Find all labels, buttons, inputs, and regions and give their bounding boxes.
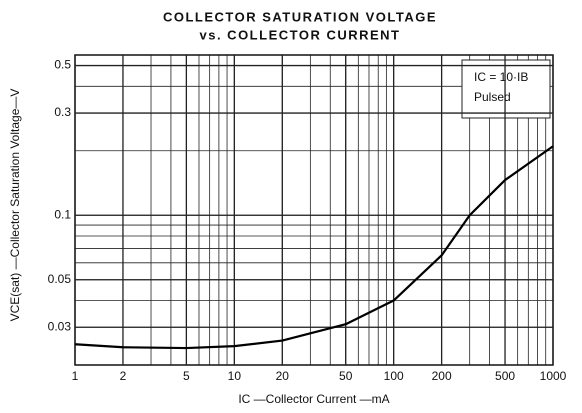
x-tick-label: 10 bbox=[228, 369, 242, 383]
y-tick-label: 0.05 bbox=[48, 272, 72, 286]
y-tick-label: 0.5 bbox=[54, 58, 71, 72]
chart-title: COLLECTOR SATURATION VOLTAGE bbox=[163, 9, 437, 24]
x-tick-label: 20 bbox=[276, 369, 290, 383]
x-axis-label: IC —Collector Current —mA bbox=[238, 392, 389, 406]
x-tick-label: 500 bbox=[495, 369, 515, 383]
y-axis-label: VCE(sat) —Collector Saturation Voltage—V bbox=[8, 89, 22, 322]
x-tick-label: 2 bbox=[120, 369, 127, 383]
x-tick-label: 200 bbox=[432, 369, 452, 383]
y-tick-label: 0.1 bbox=[54, 207, 71, 221]
data-line bbox=[74, 145, 554, 350]
x-tick-label: 100 bbox=[384, 369, 404, 383]
chart-subtitle: vs. COLLECTOR CURRENT bbox=[200, 27, 401, 42]
x-tick-label: 1000 bbox=[540, 369, 567, 383]
x-tick-label: 1 bbox=[72, 369, 79, 383]
y-tick-label: 0.3 bbox=[54, 105, 71, 119]
annotation-box bbox=[461, 59, 551, 119]
annotation: Pulsed bbox=[474, 90, 511, 104]
y-tick-label: 0.03 bbox=[48, 319, 72, 333]
x-tick-label: 50 bbox=[339, 369, 353, 383]
annotation: IC = 10·IB bbox=[474, 70, 528, 84]
x-tick-label: 5 bbox=[183, 369, 190, 383]
